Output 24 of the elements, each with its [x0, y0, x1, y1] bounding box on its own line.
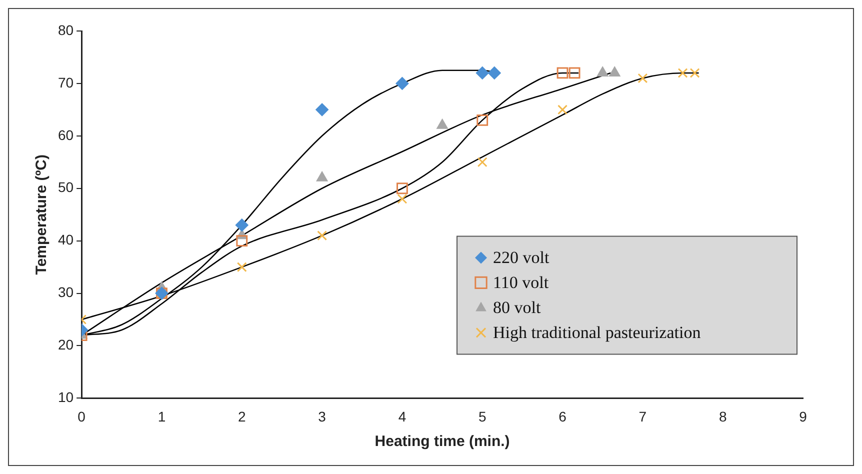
x-tick-label: 7 — [638, 408, 647, 424]
y-axis-title: Temperature (ºC) — [33, 154, 50, 275]
y-tick-label: 10 — [58, 389, 74, 406]
y-tick-label: 50 — [58, 179, 74, 196]
x-tick-label: 9 — [799, 408, 808, 424]
x-tick-label: 4 — [398, 408, 406, 424]
x-tick-label: 5 — [478, 408, 486, 424]
x-axis-title: Heating time (min.) — [374, 433, 510, 450]
legend-label: 110 volt — [493, 273, 549, 292]
legend-label: High traditional pasteurization — [493, 323, 702, 342]
y-tick-label: 20 — [58, 336, 74, 353]
x-tick-label: 0 — [78, 408, 86, 424]
y-tick-label: 70 — [58, 74, 74, 90]
y-tick-label: 60 — [58, 126, 74, 143]
x-tick-label: 6 — [558, 408, 567, 424]
legend-label: 80 volt — [493, 298, 541, 318]
legend-label: 220 volt — [493, 248, 550, 268]
y-tick-label: 80 — [58, 22, 74, 38]
x-tick-label: 3 — [318, 408, 326, 424]
x-tick-label: 2 — [238, 408, 246, 424]
y-tick-label: 40 — [58, 232, 74, 248]
x-tick-label: 8 — [718, 408, 727, 424]
x-tick-label: 1 — [158, 408, 166, 424]
y-tick-label: 30 — [58, 284, 74, 300]
